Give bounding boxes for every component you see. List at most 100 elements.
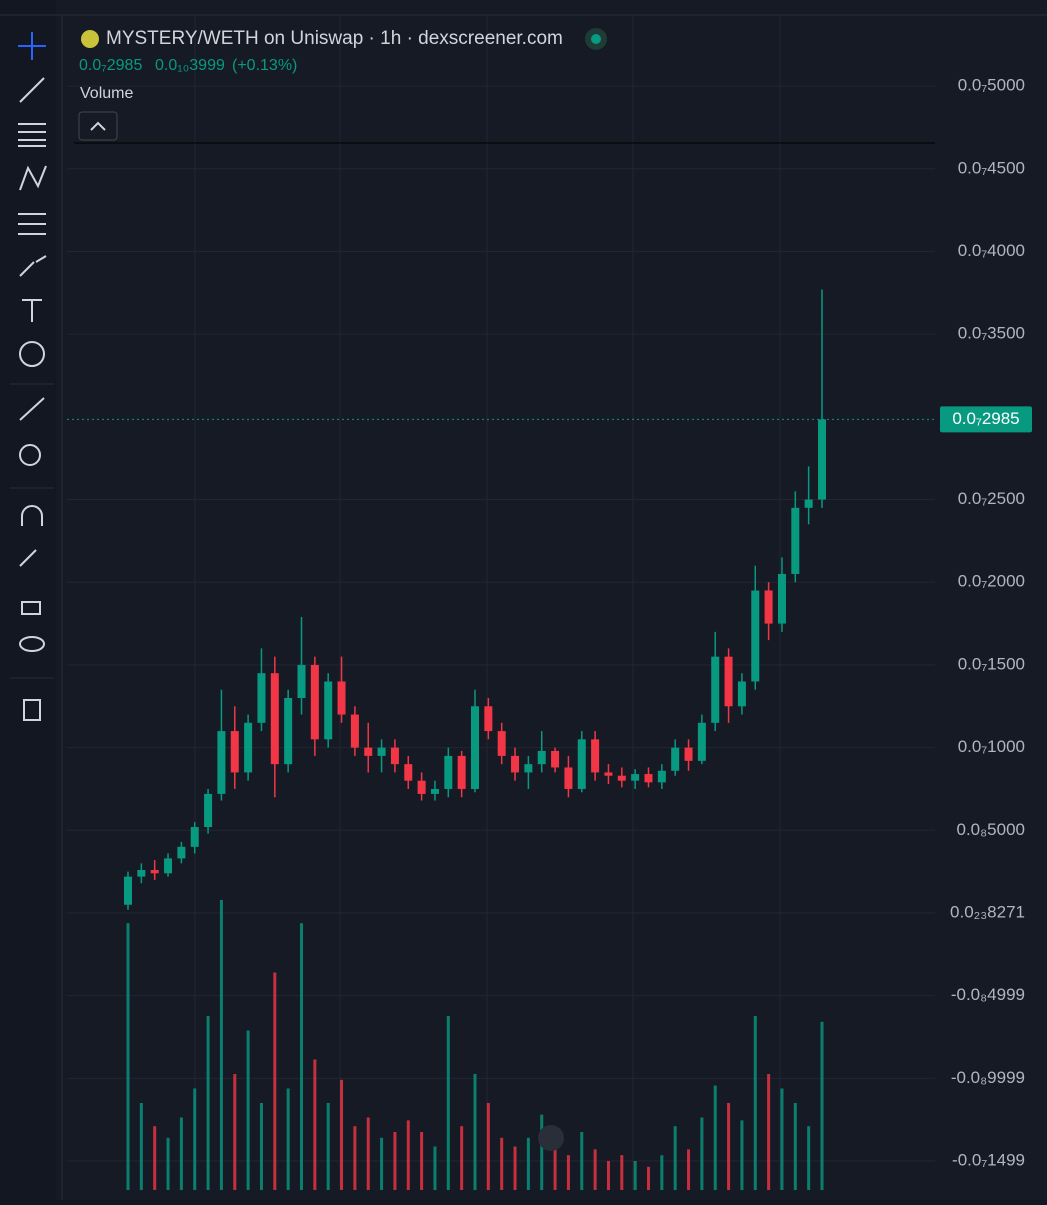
candle-body [190,826,199,847]
volume-bar [727,1103,731,1190]
candle-body [524,764,533,773]
candle-body [404,764,413,781]
y-tick-label: 0.0₇4500 [958,158,1025,177]
volume-bar [420,1132,424,1190]
crosshair-tool[interactable] [18,32,46,60]
candle-body [617,775,626,781]
text-tool[interactable] [22,299,42,322]
candle-body [430,788,439,794]
candle-body [270,673,279,765]
candle-body [297,664,306,699]
tool-icons[interactable] [10,32,54,721]
volume-bar [473,1074,477,1190]
candle-body [644,774,653,783]
volume-bar [540,1114,544,1190]
candle-body [497,731,506,756]
volume-bar [286,1088,290,1190]
candle-body [137,869,146,877]
volume-bar [780,1088,784,1190]
y-tick-label: -0.0₈9999 [951,1068,1025,1087]
volume-bar [687,1149,691,1190]
candle-body [711,656,720,723]
volume-bar [233,1074,237,1190]
volume-bar [166,1137,170,1190]
plot-area: 0.0₇5000 0.0₇4500 0.0₇4000 0.0₇3500 0.0₇2500… [67,15,1025,1190]
volume-bar [633,1161,637,1190]
volume-bar [326,1103,330,1190]
y-tick-label: 0.0₂₃8271 [950,902,1025,921]
fib-tool[interactable] [18,123,46,147]
candle-body [484,706,493,732]
candle-body [124,876,132,905]
volume-label: Volume [80,85,133,102]
candle-body [684,747,693,761]
candle-body [257,673,266,723]
pattern-tool[interactable] [19,165,47,191]
candle-body [804,499,813,508]
volume-bar [246,1030,250,1190]
chart-title: MYSTERY/WETH on Uniswap · 1h · dexscreen… [106,28,563,49]
volume-bar [193,1088,197,1190]
volume-bar [740,1120,744,1190]
candle-body [217,731,226,794]
candle-body [337,681,346,715]
token-icon [81,30,99,48]
delete-tool[interactable] [23,699,41,721]
magnet-tool[interactable] [21,505,43,526]
volume-bar [793,1103,797,1190]
candle-body [697,722,706,761]
volume-bar [820,1021,824,1190]
candle-body [417,780,426,794]
volume-bar [353,1126,357,1190]
volume-bar [126,923,130,1190]
volume-bar [259,1103,263,1190]
candle-body [777,573,786,624]
volume-bar [620,1155,624,1190]
candle-body [364,747,373,756]
volume-bar [340,1079,344,1190]
zoom-tool[interactable] [19,444,41,466]
y-tick-label: -0.0₈4999 [951,985,1025,1004]
candle-body [604,772,613,776]
y-tick-label: 0.0₇5000 [958,76,1025,95]
visibility-tool[interactable] [19,636,45,652]
brush-tool[interactable] [19,255,47,277]
lock-tool[interactable] [21,601,41,615]
volume-bar [807,1126,811,1190]
candle-body [230,731,239,773]
volume-bar [366,1117,370,1190]
volume-bar [500,1137,504,1190]
current-price-box [940,406,1032,433]
candle-body [324,681,333,740]
collapse-button[interactable] [78,111,118,141]
candle-body [724,656,733,707]
candle-body [244,722,253,773]
volume-bar [219,900,223,1190]
candle-body [551,750,560,768]
y-tick-label: 0.0₇1000 [958,737,1025,756]
candle-body [204,793,213,827]
volume-bar [593,1149,597,1190]
ruler-tool[interactable] [19,397,45,421]
prediction-tool[interactable] [18,213,46,235]
volume-bar [673,1126,677,1190]
volume-bar [313,1059,317,1190]
emoji-tool[interactable] [19,341,45,367]
collapse-icon [90,121,106,131]
current-price-label: 0.0₇2985 [952,409,1019,428]
volume-bar [153,1126,157,1190]
reset-button[interactable] [538,1125,564,1151]
candle-body [577,739,586,789]
y-tick-label: 0.0₇4000 [958,241,1025,260]
volume-bar [647,1166,650,1190]
volume-bar [139,1103,143,1190]
line-tool[interactable] [19,77,45,103]
candle-body [511,755,520,773]
candle-body [537,750,546,765]
y-tick-label: 0.0₇2500 [958,489,1025,508]
candle-body [657,770,666,783]
lock-draw-tool[interactable] [19,549,37,567]
y-tick-label: 0.0₇1500 [958,654,1025,673]
candle-body [310,664,319,740]
